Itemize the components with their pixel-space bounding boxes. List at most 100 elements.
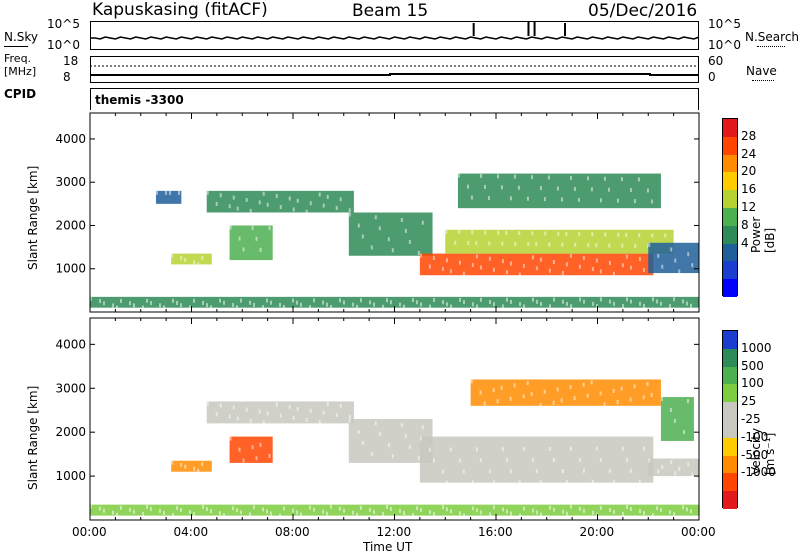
velocity-speckle [669,510,671,515]
velocity-region [229,436,273,463]
freq-line [90,73,699,76]
velocity-speckle [480,510,482,515]
power-speckle [488,241,491,246]
velocity-speckle [509,396,512,401]
power-speckle [552,260,555,265]
power-speckle [206,303,208,308]
velocity-speckle [496,399,499,404]
power-speckle [270,300,272,305]
velocity-speckle [462,469,465,474]
velocity-speckle [259,442,262,447]
power-region [445,229,674,254]
power-speckle [390,300,392,305]
power-speckle [651,233,654,238]
colorbar-segment [723,154,737,173]
power-speckle [356,304,358,309]
power-region [348,212,433,256]
velocity-speckle [513,383,516,388]
velocity-speckle [184,464,187,469]
velocity-speckle [612,389,615,393]
velocity-speckle [565,480,568,485]
power-speckle [318,192,321,197]
velocity-speckle [206,401,209,406]
velocity-speckle [442,505,444,510]
power-speckle [480,297,482,302]
velocity-speckle [370,452,373,456]
power-speckle [177,190,180,195]
velocity-speckle [562,509,564,514]
power-speckle [599,198,602,203]
power-speckle [479,173,482,178]
power-speckle [637,177,640,182]
power-speckle [674,258,677,263]
power-speckle [245,197,248,202]
power-ytick-label: 1000 [55,262,86,276]
power-speckle [620,177,623,182]
power-speckle [466,184,469,189]
power-speckle [403,304,405,309]
velocity-speckle [279,513,281,518]
power-speckle [262,191,265,196]
velocity-speckle [360,505,362,510]
power-speckle [449,269,452,274]
power-speckle [292,207,295,212]
power-speckle [223,300,225,305]
velocity-speckle [193,466,196,471]
power-speckle [357,223,360,228]
power-speckle [369,300,371,305]
power-speckle [454,240,457,245]
velocity-speckle [479,458,482,463]
colorbar-segment [723,208,737,227]
velocity-speckle [535,469,538,474]
power-speckle [462,271,465,276]
power-speckle [189,305,191,310]
power-speckle [251,225,254,230]
power-speckle [500,185,503,190]
x-tick-label: 00:00 [72,525,107,539]
velocity-speckle [249,418,252,423]
velocity-speckle [180,462,183,467]
velocity-speckle [621,446,624,451]
date-title: 05/Dec/2016 [588,1,698,21]
power-speckle [518,231,521,236]
power-speckle [522,263,525,268]
colorbar-tick-label: -100 [741,429,769,444]
freq-unit-label: [MHz] [4,65,37,78]
power-speckle [129,301,131,306]
power-speckle [539,186,542,191]
velocity-speckle [526,381,529,386]
power-speckle [164,190,167,195]
velocity-speckle [313,507,315,512]
velocity-speckle [387,443,390,448]
power-speckle [163,305,165,310]
power-speckle [416,300,418,305]
velocity-speckle [579,506,581,511]
velocity-speckle [343,508,345,513]
velocity-speckle [201,461,204,466]
power-speckle [442,300,444,305]
power-region [171,253,212,265]
n-sky-line [4,46,28,47]
power-speckle [180,255,183,260]
power-speckle [450,304,452,309]
velocity-speckle [523,506,525,511]
power-speckle [573,186,576,191]
velocity-speckle [90,504,92,509]
power-speckle [197,262,200,267]
station-title: Kapuskasing (fitACF) [92,0,268,20]
power-speckle [547,175,550,180]
velocity-speckle [450,509,452,514]
velocity-speckle [251,445,254,450]
power-speckle [509,261,512,266]
power-speckle [459,297,461,302]
power-speckle [591,232,594,237]
power-speckle [579,297,581,302]
velocity-speckle [569,446,572,451]
colorbar-tick-label: 500 [741,358,764,373]
velocity-speckle [609,507,611,512]
power-speckle [242,247,245,252]
velocity-speckle [582,382,585,387]
velocity-speckle [300,512,302,517]
power-speckle [326,302,328,307]
velocity-speckle [262,507,264,512]
